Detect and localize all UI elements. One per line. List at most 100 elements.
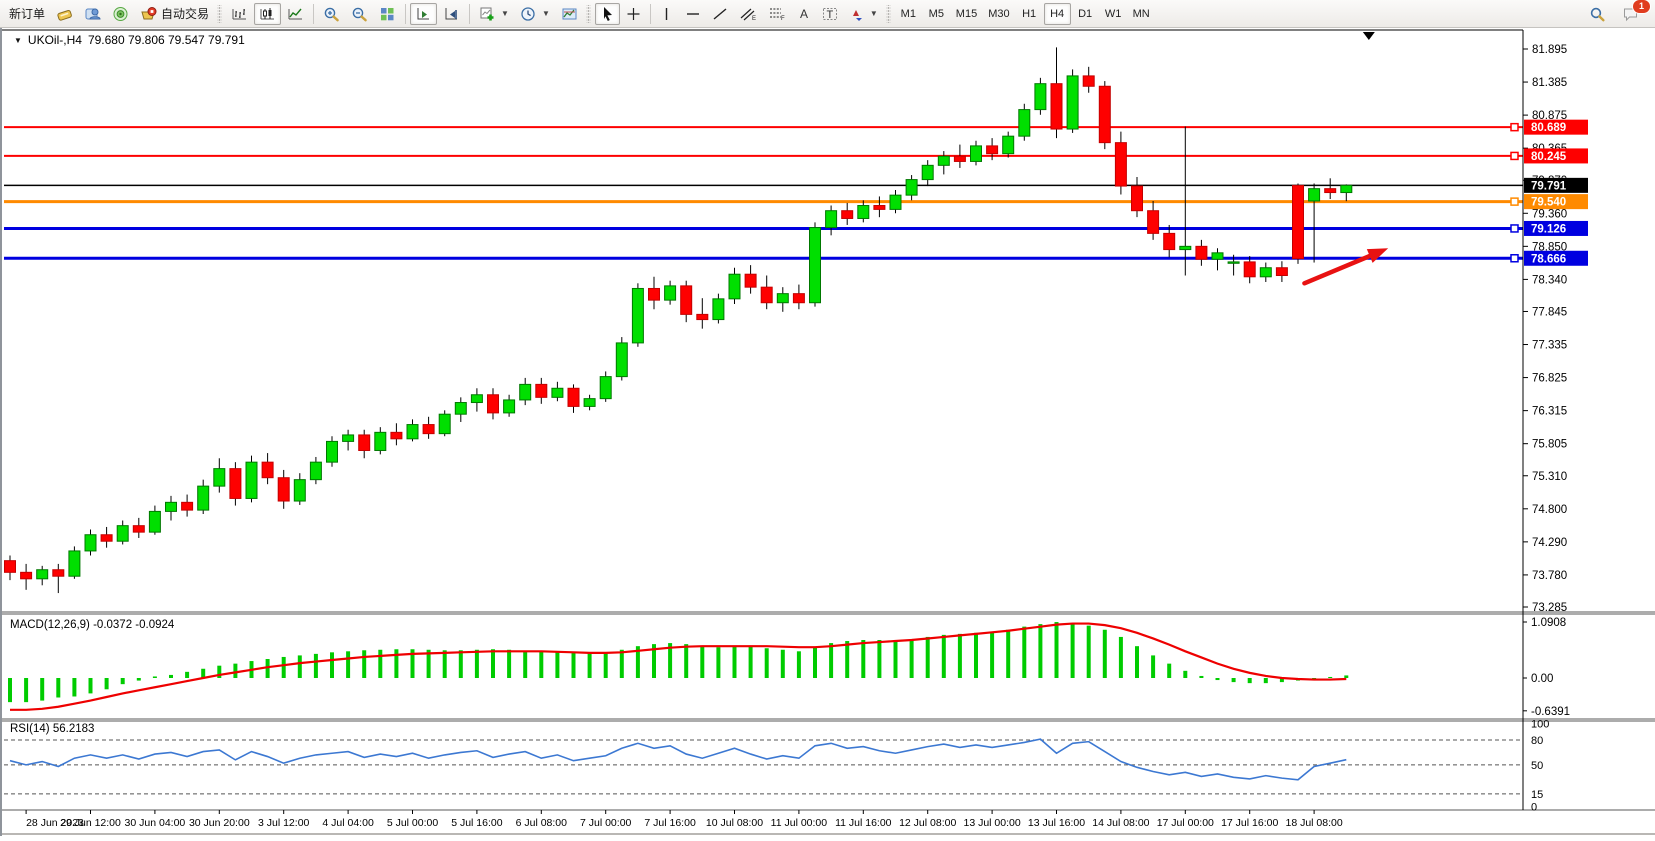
candlestick-chart-icon (260, 7, 275, 19)
svg-text:E: E (752, 16, 756, 22)
strategy-signal-button[interactable] (107, 3, 134, 25)
text-label-icon: T (822, 7, 837, 21)
zoom-out-button[interactable] (346, 3, 373, 25)
template-icon (562, 8, 577, 19)
svg-text:13 Jul 16:00: 13 Jul 16:00 (1028, 817, 1085, 829)
market-watch-button[interactable] (51, 3, 78, 25)
svg-text:78.666: 78.666 (1531, 253, 1566, 265)
svg-text:13 Jul 00:00: 13 Jul 00:00 (963, 817, 1020, 829)
rsi-panel (2, 738, 1655, 811)
bar-chart-icon (232, 8, 247, 19)
timeframe-m15-button[interactable]: M15 (955, 7, 978, 20)
svg-text:76.825: 76.825 (1532, 373, 1567, 385)
price-axis[interactable]: 81.89581.38580.87580.36579.87079.36078.8… (1522, 30, 1588, 813)
auto-trading-label: 自动交易 (161, 7, 210, 21)
timeframe-m1-button[interactable]: M1 (900, 7, 916, 20)
svg-text:79.791: 79.791 (1531, 180, 1567, 192)
bar-chart-button[interactable] (226, 3, 253, 25)
line-chart-icon (288, 8, 303, 19)
line-chart-button[interactable] (282, 3, 309, 25)
svg-text:A: A (800, 7, 808, 21)
crosshair-tool-button[interactable] (621, 3, 646, 25)
svg-text:6 Jul 08:00: 6 Jul 08:00 (516, 817, 568, 829)
annotations (1302, 32, 1389, 286)
search-button[interactable] (1584, 3, 1611, 25)
cursor-tool-button[interactable] (594, 2, 620, 25)
dropdown-caret-icon: ▼ (869, 9, 878, 18)
auto-scroll-button[interactable] (410, 2, 438, 25)
chart-shift-button[interactable] (438, 3, 465, 25)
templates-button[interactable] (556, 3, 583, 25)
dropdown-caret-icon: ▼ (541, 9, 550, 18)
svg-text:100: 100 (1531, 718, 1549, 730)
trendline-tool-button[interactable] (707, 3, 733, 25)
svg-text:79.126: 79.126 (1531, 223, 1566, 235)
svg-text:12 Jul 08:00: 12 Jul 08:00 (899, 817, 956, 829)
svg-text:F: F (781, 16, 785, 22)
candlestick-chart-button[interactable] (254, 2, 282, 25)
timeframe-d1-button[interactable]: D1 (1078, 7, 1093, 20)
equidistant-channel-tool-button[interactable]: E (734, 3, 762, 25)
cursor-icon (603, 6, 612, 21)
svg-text:T: T (826, 9, 833, 21)
fibonacci-icon: F (769, 8, 785, 22)
tile-windows-button[interactable] (374, 3, 401, 25)
svg-text:76.315: 76.315 (1532, 406, 1567, 418)
chart-canvas[interactable]: 81.89581.38580.87580.36579.87079.36078.8… (2, 28, 1655, 836)
chart-shift-marker[interactable] (1362, 32, 1375, 40)
timeframe-mn-button[interactable]: MN (1132, 7, 1150, 20)
zoom-in-button[interactable] (318, 3, 345, 25)
notifications-button[interactable]: 1 (1617, 0, 1651, 25)
dropdown-caret-icon: ▼ (501, 9, 509, 18)
timeframe-w1-button[interactable]: W1 (1104, 7, 1122, 20)
svg-text:7 Jul 16:00: 7 Jul 16:00 (644, 817, 696, 829)
new-order-button[interactable]: 新订单 (4, 3, 50, 25)
main-toolbar: 新订单 自动交易 (0, 0, 1655, 28)
text-icon: A (800, 7, 808, 21)
text-tool-button[interactable]: A (792, 3, 816, 25)
fibonacci-tool-button[interactable]: F (763, 3, 791, 25)
arrows-tool-button[interactable]: ▼ (844, 3, 883, 25)
timeframe-toolbar: M1 M5 M15 M30 H1 H4 D1 W1 MN (895, 2, 1155, 25)
vertical-line-tool-button[interactable] (655, 3, 679, 25)
horizontal-line-tool-button[interactable] (680, 3, 706, 25)
red-arrow-annotation[interactable] (1302, 253, 1372, 286)
text-label-tool-button[interactable]: T (817, 3, 843, 25)
svg-text:75.805: 75.805 (1532, 439, 1567, 451)
timeframe-h1-button[interactable]: H1 (1022, 7, 1037, 20)
auto-trading-button[interactable]: 自动交易 (135, 3, 214, 25)
arrow-shapes-icon (852, 9, 862, 21)
macd-panel (8, 622, 1349, 711)
timeframe-m5-button[interactable]: M5 (928, 7, 944, 20)
zoom-out-icon (352, 7, 367, 21)
svg-text:5 Jul 00:00: 5 Jul 00:00 (387, 817, 439, 829)
equidistant-channel-icon: E (740, 8, 756, 22)
svg-text:11 Jul 16:00: 11 Jul 16:00 (835, 817, 892, 829)
vertical-line-icon (666, 7, 668, 20)
navigator-button[interactable] (79, 3, 106, 25)
svg-text:80.689: 80.689 (1531, 122, 1566, 134)
auto-trading-icon (141, 6, 157, 19)
svg-text:3 Jul 12:00: 3 Jul 12:00 (258, 817, 310, 829)
signal-icon (113, 6, 128, 21)
toolbar-grip (585, 4, 591, 23)
svg-text:74.800: 74.800 (1532, 504, 1567, 516)
svg-text:-0.6391: -0.6391 (1531, 706, 1570, 718)
svg-text:7 Jul 00:00: 7 Jul 00:00 (580, 817, 632, 829)
svg-text:30 Jun 04:00: 30 Jun 04:00 (125, 817, 186, 829)
svg-text:81.895: 81.895 (1532, 44, 1567, 56)
svg-text:79.360: 79.360 (1532, 208, 1567, 220)
svg-text:75.310: 75.310 (1532, 471, 1567, 483)
market-watch-icon (57, 9, 72, 21)
timeframe-m30-button[interactable]: M30 (988, 7, 1010, 20)
svg-text:77.335: 77.335 (1532, 340, 1567, 352)
svg-text:5 Jul 16:00: 5 Jul 16:00 (451, 817, 503, 829)
trendline-icon (713, 7, 727, 20)
period-button[interactable]: ▼ (515, 3, 555, 25)
svg-text:79.540: 79.540 (1531, 197, 1566, 209)
svg-text:80: 80 (1531, 735, 1543, 747)
add-indicator-button[interactable]: ▼ (474, 3, 514, 25)
toolbar-right-group: 1 (1584, 0, 1651, 25)
timeframe-h4-button[interactable]: H4 (1043, 2, 1071, 25)
